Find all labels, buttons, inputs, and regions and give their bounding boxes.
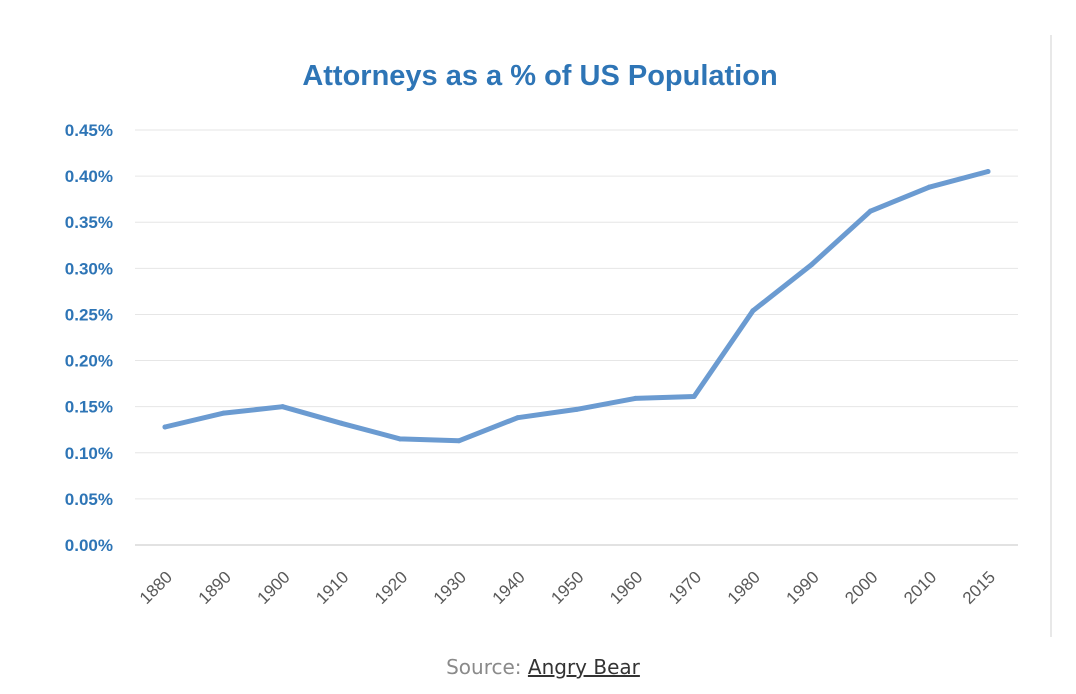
y-tick-label: 0.45% — [65, 121, 113, 140]
x-tick: 1930 — [430, 568, 470, 608]
x-tick-label: 1910 — [312, 568, 352, 608]
x-tick-label: 1900 — [253, 568, 293, 608]
x-tick-label: 1950 — [547, 568, 587, 608]
x-tick-label: 2010 — [900, 568, 940, 608]
data-point — [397, 436, 403, 442]
x-tick-label: 1980 — [724, 568, 764, 608]
x-tick: 1970 — [665, 568, 705, 608]
x-tick: 1940 — [489, 568, 529, 608]
data-point — [867, 208, 873, 214]
source-link[interactable]: Angry Bear — [527, 655, 640, 679]
data-point — [221, 410, 227, 416]
data-point — [162, 424, 168, 430]
x-tick-label: 1890 — [195, 568, 235, 608]
data-point — [515, 415, 521, 421]
data-point — [574, 406, 579, 412]
y-axis-tick-labels: 0.00% 0.05% 0.10% 0.15% 0.20% 0.25% 0.30% 0.35%… — [65, 121, 113, 555]
y-tick-label: 0.25% — [65, 305, 113, 324]
x-tick-label: 1930 — [430, 568, 470, 608]
x-tick: 1990 — [783, 568, 823, 608]
x-tick-label: 1990 — [783, 568, 823, 608]
y-tick-label: 0.40% — [65, 167, 113, 186]
data-point — [280, 404, 286, 410]
x-tick: 2010 — [900, 568, 940, 608]
y-tick-label: 0.20% — [65, 352, 113, 371]
x-axis-tick-labels: 1880 1890 1900 1910 1920 1930 1940 1950 1960 1970… — [136, 568, 999, 608]
x-tick: 1980 — [724, 568, 764, 608]
x-tick: 1880 — [136, 568, 176, 608]
x-tick: 1900 — [253, 568, 293, 608]
x-tick-label: 1960 — [606, 568, 646, 608]
data-point — [750, 308, 756, 314]
x-tick-label: 1940 — [489, 568, 529, 608]
data-point — [809, 262, 815, 268]
data-point — [985, 169, 991, 174]
x-tick: 1920 — [371, 568, 411, 608]
x-tick: 1890 — [195, 568, 235, 608]
gridlines — [135, 129, 1018, 546]
x-tick-label: 1970 — [665, 568, 705, 608]
line-chart: Attorneys as a % of US Population 0.00%0… — [65, 35, 1052, 637]
x-tick-label: 2000 — [841, 568, 881, 608]
x-tick: 1960 — [606, 568, 646, 608]
source-prefix: Source: — [446, 655, 528, 679]
x-tick: 1910 — [312, 568, 352, 608]
x-tick: 1950 — [547, 568, 587, 608]
y-tick-label: 0.15% — [65, 398, 113, 417]
data-point — [456, 438, 462, 444]
y-tick-label: 0.35% — [65, 213, 113, 232]
chart-title: Attorneys as a % of US Population — [302, 60, 777, 92]
x-tick-label: 1920 — [371, 568, 411, 608]
series-layer — [162, 169, 991, 444]
source-caption: Source: Angry Bear — [0, 655, 1076, 679]
x-tick-label: 1880 — [136, 568, 176, 608]
y-tick-label: 0.10% — [65, 444, 113, 463]
x-tick-label: 2015 — [959, 568, 999, 608]
y-tick-label: 0.00% — [65, 536, 113, 555]
series-line — [162, 169, 991, 444]
data-point — [691, 394, 697, 400]
data-point — [632, 395, 638, 401]
x-tick: 2015 — [959, 568, 999, 608]
data-point — [338, 420, 344, 426]
x-tick: 2000 — [841, 568, 881, 608]
y-tick-label: 0.30% — [65, 259, 113, 278]
y-tick-label: 0.05% — [65, 490, 113, 509]
data-point — [926, 184, 932, 190]
